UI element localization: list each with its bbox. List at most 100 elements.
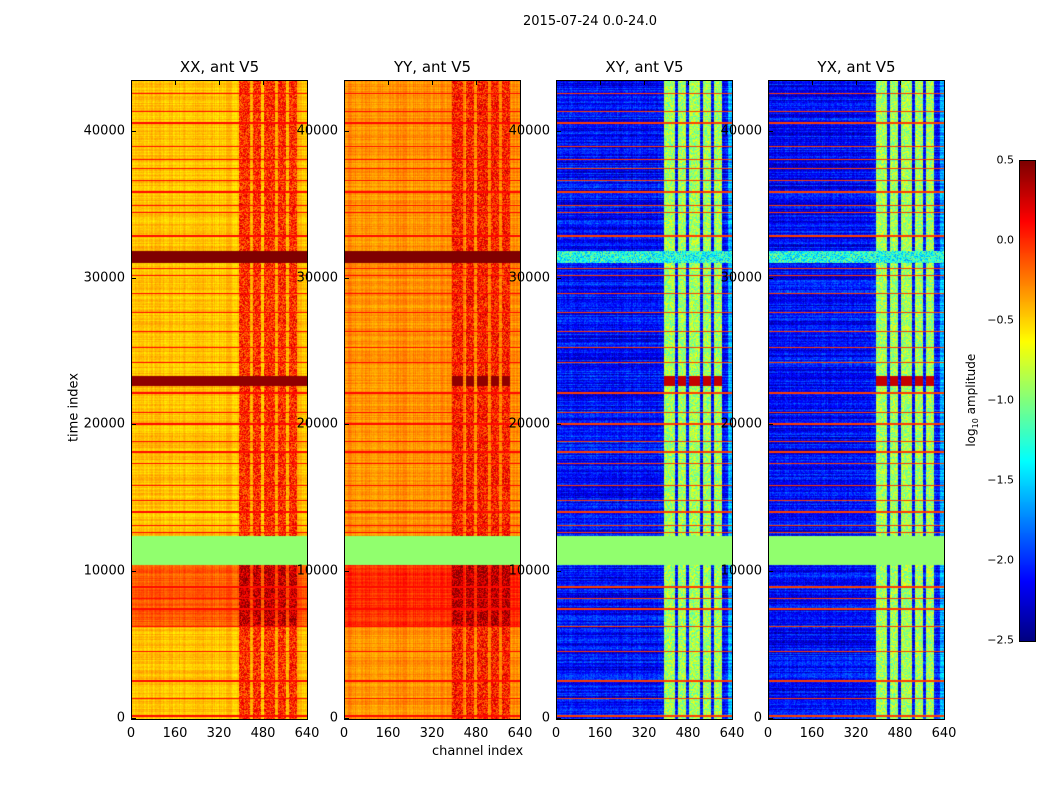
y-tick [344, 130, 349, 132]
x-tick [219, 80, 220, 85]
panel-xy: XY, ant V5 0 10000 20000 30000 40000 0 1… [509, 58, 745, 741]
x-tick [175, 80, 176, 85]
x-tick-label: 160 [799, 726, 825, 741]
y-tick [768, 718, 773, 719]
panel-title: XX, ant V5 [179, 58, 260, 76]
y-tick-label: 10000 [296, 563, 338, 579]
x-tick-label: 320 [419, 726, 445, 741]
colorbar [1019, 160, 1036, 642]
axes-frame [556, 80, 733, 720]
axes-frame [768, 80, 945, 720]
x-tick [644, 80, 645, 85]
y-tick-label: 0 [541, 710, 550, 726]
y-tick-label: 40000 [296, 123, 338, 139]
colorbar-tick-label: −1.0 [987, 393, 1014, 407]
y-tick-label: 10000 [508, 563, 550, 579]
panel-yy: YY, ant V5 0 10000 20000 30000 40000 0 1… [297, 58, 533, 741]
y-tick-label: 30000 [508, 270, 550, 286]
x-tick-label: 480 [250, 726, 276, 741]
x-tick-label: 0 [551, 726, 561, 741]
x-tick [944, 80, 945, 85]
x-tick [600, 80, 601, 85]
x-axis-label: channel index [432, 744, 524, 759]
colorbar-label: log10 amplitude [964, 340, 980, 460]
colorbar-tick-label: −2.0 [987, 553, 1014, 567]
y-tick [556, 718, 561, 719]
heatmap [768, 80, 945, 720]
y-tick-label: 20000 [508, 416, 550, 432]
y-tick [556, 130, 561, 132]
panel-title: YX, ant V5 [817, 58, 896, 76]
y-tick [131, 571, 136, 573]
x-tick-label: 480 [675, 726, 701, 741]
y-tick [556, 424, 561, 426]
y-tick [131, 718, 136, 719]
y-tick [768, 130, 773, 132]
x-tick [900, 80, 901, 85]
y-tick [344, 277, 349, 279]
x-tick-label: 640 [507, 726, 533, 741]
y-tick [131, 277, 136, 279]
panel-title: YY, ant V5 [393, 58, 471, 76]
y-tick-label: 20000 [296, 416, 338, 432]
x-tick-label: 160 [587, 726, 613, 741]
colorbar-tick-label: −1.5 [987, 473, 1014, 487]
x-tick-label: 160 [375, 726, 401, 741]
x-tick-label: 320 [206, 726, 232, 741]
figure-title: 2015-07-24 0.0-24.0 [523, 14, 657, 29]
y-tick [344, 571, 349, 573]
x-tick [432, 80, 433, 85]
y-tick [344, 718, 349, 719]
y-tick-label: 0 [753, 710, 762, 726]
colorbar-label-rest: amplitude [963, 353, 978, 419]
colorbar-tick-label: −0.5 [987, 313, 1014, 327]
y-tick [768, 424, 773, 426]
panel-title: XY, ant V5 [605, 58, 684, 76]
colorbar-tick-label: 0.0 [996, 233, 1015, 247]
y-tick-label: 10000 [83, 563, 125, 579]
x-tick-label: 320 [843, 726, 869, 741]
colorbar-label-sub: 10 [971, 418, 981, 429]
x-tick [131, 80, 132, 85]
x-tick [388, 80, 389, 85]
x-tick [520, 80, 521, 85]
x-tick-label: 0 [763, 726, 773, 741]
x-tick-label: 0 [339, 726, 349, 741]
x-tick [476, 80, 477, 85]
x-tick-label: 640 [294, 726, 320, 741]
y-tick-label: 30000 [296, 270, 338, 286]
axes-frame [344, 80, 521, 720]
colorbar-tick-label: −2.5 [987, 633, 1014, 647]
y-tick-label: 20000 [720, 416, 762, 432]
y-tick-label: 10000 [720, 563, 762, 579]
y-axis-label: time index [66, 372, 82, 443]
x-tick [768, 80, 769, 85]
panel-yx: YX, ant V5 0 10000 20000 30000 40000 0 1… [721, 58, 957, 741]
x-tick [732, 80, 733, 85]
x-tick [263, 80, 264, 85]
x-tick-label: 320 [631, 726, 657, 741]
colorbar-tick-label: 0.5 [996, 153, 1015, 167]
colorbar-label-main: log [963, 428, 978, 447]
x-tick-label: 640 [931, 726, 957, 741]
x-tick [812, 80, 813, 85]
heatmap [131, 80, 308, 720]
x-tick [344, 80, 345, 85]
x-tick [307, 80, 308, 85]
y-tick [344, 424, 349, 426]
y-tick [556, 277, 561, 279]
y-tick-label: 20000 [83, 416, 125, 432]
y-tick-label: 30000 [720, 270, 762, 286]
y-tick-label: 0 [329, 710, 338, 726]
y-tick [131, 424, 136, 426]
y-tick [768, 571, 773, 573]
y-tick [131, 130, 136, 132]
x-tick-label: 480 [887, 726, 913, 741]
x-tick-label: 160 [162, 726, 188, 741]
x-tick-label: 0 [126, 726, 136, 741]
y-tick [768, 277, 773, 279]
heatmap [556, 80, 733, 720]
x-tick-label: 480 [463, 726, 489, 741]
y-tick-label: 0 [116, 710, 125, 726]
